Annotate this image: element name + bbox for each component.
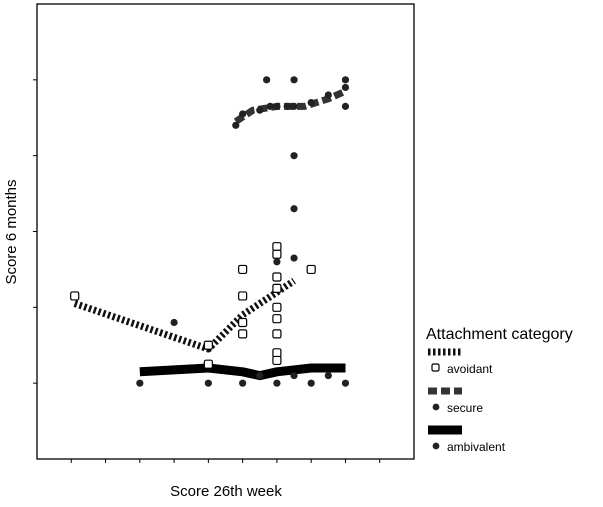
y-axis-title: Score 6 months (3, 179, 20, 284)
secure-point-8 (290, 76, 298, 84)
avoidant-point-3 (203, 359, 213, 369)
ambivalent-fit-line (139, 363, 346, 381)
legend-avoidant-label: avoidant (447, 362, 493, 376)
secure-point-3 (256, 106, 264, 114)
ambivalent-point-10 (290, 205, 298, 213)
ambivalent-point-14 (341, 379, 350, 387)
secure-point-10 (307, 98, 315, 107)
legend-title: Attachment category (426, 326, 573, 343)
secure-point-13 (341, 76, 350, 84)
avoidant-point-11 (272, 283, 282, 293)
avoidant-point-15 (272, 348, 282, 358)
secure-point-11 (324, 91, 332, 99)
secure-point-4 (263, 76, 271, 84)
ambivalent-point-12 (307, 379, 315, 387)
legend-secure-label: secure (447, 401, 483, 415)
legend-items: avoidant secure ambivalent (428, 348, 506, 454)
ambivalent-point-9 (290, 254, 298, 262)
avoidant-point-4 (238, 264, 248, 275)
ambivalent-point-3 (204, 379, 212, 387)
avoidant-point-9 (272, 249, 282, 259)
avoidant-point-2 (203, 340, 213, 350)
ambivalent-point-8 (290, 371, 298, 380)
secure-point-14 (341, 102, 350, 110)
data-points (70, 76, 350, 387)
avoidant-point-8 (272, 242, 282, 252)
avoidant-fit-line (73, 277, 296, 353)
secure-point-7 (283, 102, 291, 110)
secure-point-12 (341, 83, 350, 92)
avoidant-point-16 (272, 355, 282, 366)
avoidant-point-17 (306, 264, 316, 275)
secure-point-9 (290, 102, 298, 110)
avoidant-point-6 (238, 317, 248, 328)
ambivalent-point-5 (256, 371, 264, 380)
ambivalent-point-1 (136, 379, 144, 387)
avoidant-point-13 (272, 314, 282, 324)
legend-ambivalent-marker (432, 442, 440, 450)
fit-lines (73, 87, 347, 381)
avoidant-point-7 (238, 329, 248, 339)
secure-point-1 (232, 121, 240, 129)
x-axis-ticks (70, 459, 381, 463)
legend-avoidant-marker (431, 363, 440, 372)
ambivalent-point-6 (273, 379, 281, 387)
secure-point-5 (266, 102, 274, 110)
avoidant-point-14 (272, 329, 282, 339)
legend-secure-marker (432, 403, 440, 411)
avoidant-point-10 (272, 272, 282, 282)
avoidant-point-1 (70, 291, 80, 301)
legend-ambivalent-label: ambivalent (447, 440, 506, 454)
plot-frame (36, 3, 415, 460)
avoidant-point-12 (272, 302, 282, 312)
ambivalent-point-7 (273, 258, 281, 266)
ambivalent-point-11 (290, 152, 298, 160)
ambivalent-point-2 (170, 318, 178, 327)
legend: Attachment category avoidant secure ambiva… (426, 326, 573, 454)
secure-point-6 (273, 102, 281, 110)
secure-point-2 (239, 110, 247, 118)
y-axis-ticks (33, 79, 37, 384)
ambivalent-point-4 (239, 379, 247, 387)
ambivalent-point-13 (324, 371, 332, 380)
x-axis-title: Score 26th week (170, 483, 282, 500)
avoidant-point-5 (238, 291, 248, 301)
